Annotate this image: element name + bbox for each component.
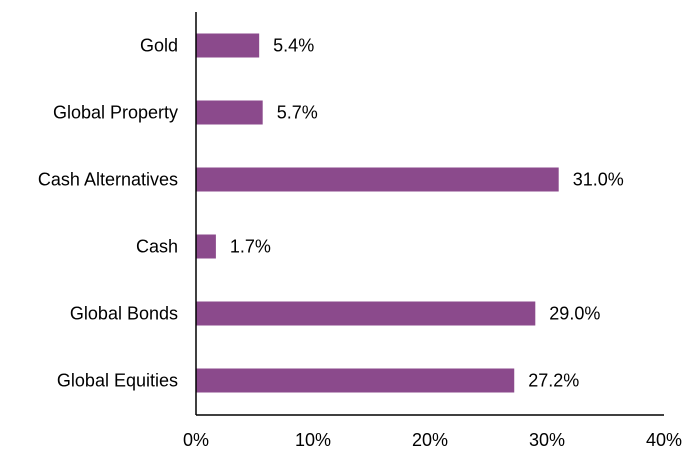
category-label: Global Property: [53, 103, 178, 123]
x-tick-labels: 0% 10% 20% 30% 40%: [183, 430, 682, 449]
data-label: 29.0%: [549, 304, 600, 324]
bar-gold: [196, 33, 260, 58]
category-label: Cash Alternatives: [38, 170, 178, 190]
category-label: Global Bonds: [70, 304, 178, 324]
bar-cash-alternatives: [196, 167, 559, 192]
x-tick-label: 20%: [412, 430, 448, 449]
bar-global-property: [196, 100, 263, 125]
x-tick-label: 0%: [183, 430, 209, 449]
x-tick-label: 10%: [295, 430, 331, 449]
bar-cash: [196, 234, 216, 259]
data-label: 1.7%: [230, 237, 271, 257]
data-label: 5.7%: [277, 103, 318, 123]
category-labels: Gold Global Property Cash Alternatives Cash…: [38, 36, 178, 391]
x-tick-label: 30%: [529, 430, 565, 449]
data-label: 27.2%: [528, 371, 579, 391]
bar-global-equities: [196, 368, 515, 393]
bar-global-bonds: [196, 301, 536, 326]
x-tick-label: 40%: [646, 430, 682, 449]
category-label: Cash: [136, 237, 178, 257]
data-label: 31.0%: [573, 170, 624, 190]
category-label: Gold: [140, 36, 178, 56]
axes: [195, 12, 664, 416]
bar-group: [196, 33, 559, 393]
data-label: 5.4%: [273, 36, 314, 56]
category-label: Global Equities: [57, 371, 178, 391]
data-labels: 5.4% 5.7% 31.0% 1.7% 29.0% 27.2%: [230, 36, 624, 391]
